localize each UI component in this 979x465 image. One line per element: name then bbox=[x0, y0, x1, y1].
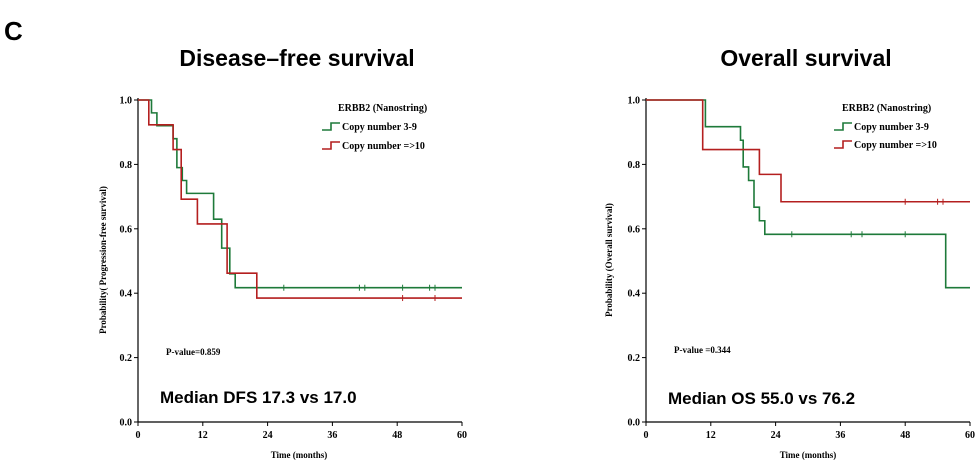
y-tick-label: 0.2 bbox=[120, 353, 133, 364]
x-tick-label: 48 bbox=[392, 430, 402, 441]
x-tick-label: 60 bbox=[457, 430, 467, 441]
x-tick-label: 36 bbox=[327, 430, 337, 441]
x-tick-label: 24 bbox=[263, 430, 273, 441]
y-axis-label: Probability( Progression-free survival) bbox=[98, 186, 108, 334]
x-tick-label: 12 bbox=[706, 430, 716, 441]
km-curve-copy-ge-10 bbox=[646, 99, 970, 203]
x-tick-label: 24 bbox=[771, 430, 781, 441]
legend-swatch bbox=[834, 140, 852, 149]
y-tick-label: 1.0 bbox=[628, 96, 641, 107]
y-tick-label: 0.6 bbox=[120, 224, 133, 235]
os-chart: Overall survival Probability (Overall su… bbox=[604, 45, 975, 460]
km-curve-copy-ge-10 bbox=[138, 99, 462, 299]
legend-item-copy-ge-10: Copy number =>10 bbox=[342, 141, 425, 152]
x-tick-label: 0 bbox=[136, 430, 141, 441]
x-axis-label: Time (months) bbox=[271, 450, 328, 460]
x-tick-label: 60 bbox=[965, 430, 975, 441]
y-tick-label: 0.2 bbox=[628, 353, 641, 364]
median-text: Median OS 55.0 vs 76.2 bbox=[668, 389, 855, 408]
p-value: P-value =0.344 bbox=[674, 345, 731, 355]
legend-title: ERBB2 (Nanostring) bbox=[842, 103, 931, 114]
y-tick-label: 1.0 bbox=[120, 96, 133, 107]
km-curve-copy-3-9 bbox=[646, 99, 970, 289]
legend-swatch bbox=[834, 122, 852, 131]
x-tick-label: 0 bbox=[644, 430, 649, 441]
legend-item-copy-ge-10: Copy number =>10 bbox=[854, 140, 937, 151]
y-tick-label: 0.8 bbox=[120, 160, 133, 171]
x-axis-label: Time (months) bbox=[780, 450, 837, 460]
legend-swatch bbox=[322, 141, 340, 150]
panel-label: C bbox=[4, 16, 23, 46]
x-tick-label: 48 bbox=[900, 430, 910, 441]
chart-title: Disease–free survival bbox=[179, 45, 414, 71]
x-tick-label: 12 bbox=[198, 430, 208, 441]
y-tick-label: 0.4 bbox=[628, 289, 641, 300]
legend-title: ERBB2 (Nanostring) bbox=[338, 103, 427, 114]
p-value: P-value=0.859 bbox=[166, 347, 221, 357]
legend-swatch bbox=[322, 122, 340, 131]
dfs-chart: Disease–free survival Probability( Progr… bbox=[98, 45, 467, 460]
chart-title: Overall survival bbox=[720, 45, 891, 71]
median-text: Median DFS 17.3 vs 17.0 bbox=[160, 388, 357, 407]
x-tick-label: 36 bbox=[835, 430, 845, 441]
y-tick-label: 0.4 bbox=[120, 289, 133, 300]
y-tick-label: 0.0 bbox=[120, 418, 133, 429]
km-curve-copy-3-9 bbox=[138, 99, 462, 289]
y-tick-label: 0.8 bbox=[628, 160, 641, 171]
y-tick-label: 0.0 bbox=[628, 418, 641, 429]
legend-item-copy-3-9: Copy number 3-9 bbox=[854, 122, 929, 133]
y-axis-label: Probability (Overall survival) bbox=[604, 203, 614, 317]
y-tick-label: 0.6 bbox=[628, 224, 641, 235]
legend-item-copy-3-9: Copy number 3-9 bbox=[342, 122, 417, 133]
